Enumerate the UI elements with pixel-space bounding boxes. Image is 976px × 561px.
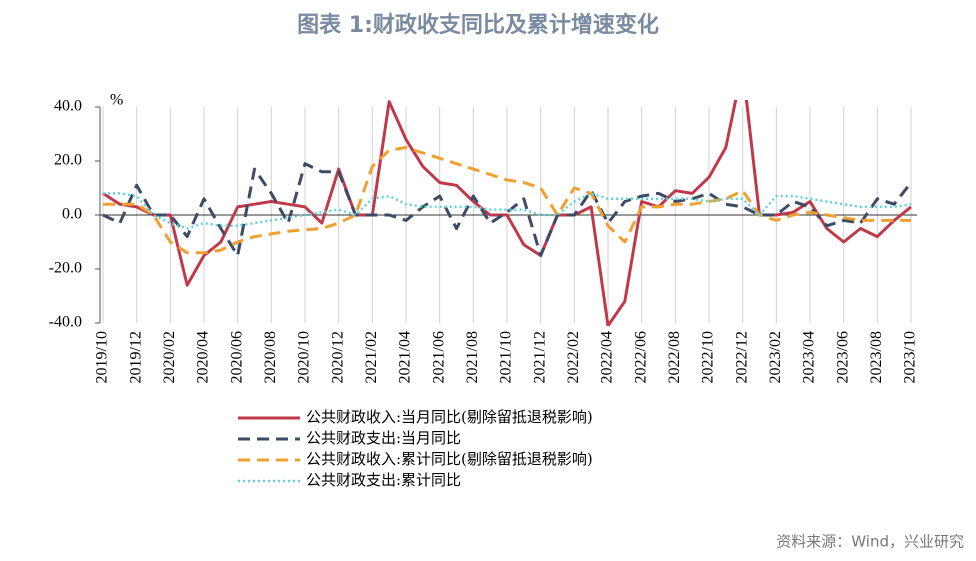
legend-label: 公共财政支出:累计同比 xyxy=(306,471,461,489)
x-tick-label: 2022/08 xyxy=(666,331,683,383)
series-line xyxy=(103,192,912,230)
x-tick-label: 2020/08 xyxy=(262,331,279,383)
x-tick-label: 2023/10 xyxy=(902,331,919,383)
x-tick-label: 2021/08 xyxy=(464,331,481,383)
y-tick-label: -20.0 xyxy=(49,260,82,277)
legend-label: 公共财政收入:当月同比(剔除留抵退税影响) xyxy=(306,408,593,426)
x-tick-label: 2021/10 xyxy=(498,331,515,383)
x-tick-label: 2019/12 xyxy=(127,331,144,383)
source: 资料来源：Wind，兴业研究 xyxy=(776,533,964,551)
x-tick-label: 2022/10 xyxy=(700,331,717,383)
x-tick-label: 2023/04 xyxy=(801,331,818,383)
x-tick-label: 2020/10 xyxy=(296,331,313,383)
plot-area xyxy=(102,100,913,326)
x-tick-label: 2023/08 xyxy=(868,331,885,383)
x-tick-label: 2023/02 xyxy=(767,331,784,383)
x-tick-label: 2021/12 xyxy=(531,331,548,383)
legend-label: 公共财政收入:累计同比(剔除留抵退税影响) xyxy=(306,450,593,468)
x-tick-label: 2020/04 xyxy=(195,331,212,383)
x-tick-label: 2022/02 xyxy=(565,331,582,383)
x-tick-label: 2023/06 xyxy=(834,331,851,383)
x-tick-label: 2020/02 xyxy=(161,331,178,383)
y-tick-label: 20.0 xyxy=(54,152,82,169)
x-tick-label: 2021/02 xyxy=(363,331,380,383)
x-tick-label: 2022/12 xyxy=(733,331,750,383)
x-tick-label: 2021/04 xyxy=(397,331,414,383)
x-tick-label: 2021/06 xyxy=(430,331,447,383)
x-tick-label: 2019/10 xyxy=(94,331,111,383)
legend-label: 公共财政支出:当月同比 xyxy=(306,429,461,447)
x-tick-label: 2020/12 xyxy=(329,331,346,383)
y-unit: % xyxy=(110,92,123,109)
series-line xyxy=(102,100,912,326)
x-tick-label: 2020/06 xyxy=(228,331,245,383)
series-line xyxy=(103,146,911,255)
y-tick-label: -40.0 xyxy=(49,314,82,331)
y-tick-label: 0.0 xyxy=(62,206,82,223)
x-tick-label: 2022/06 xyxy=(632,331,649,383)
chart-title: 图表 1:财政收支同比及累计增速变化 xyxy=(297,12,659,38)
y-tick-label: 40.0 xyxy=(54,98,82,115)
x-tick-label: 2022/04 xyxy=(599,331,616,383)
